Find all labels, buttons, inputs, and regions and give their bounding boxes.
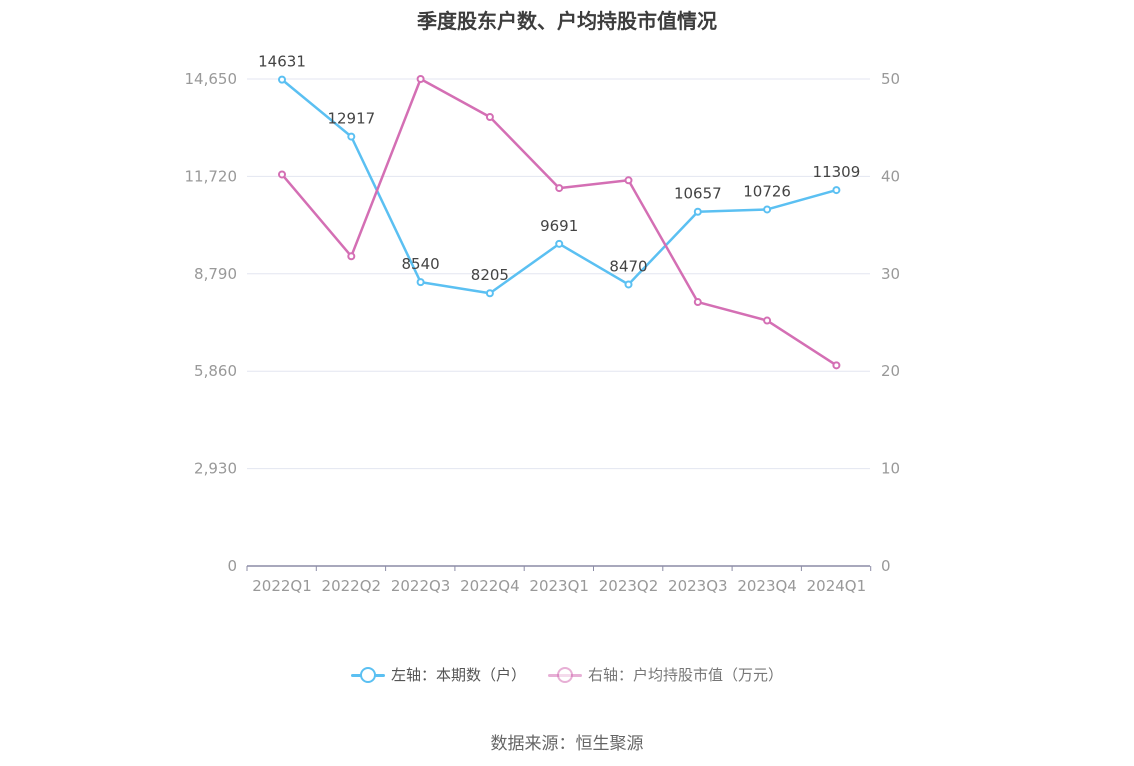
x-axis-tick-label: 2022Q3 — [391, 577, 451, 595]
data-point — [485, 289, 494, 298]
legend-item-left-series[interactable]: 左轴：本期数（户） — [350, 664, 526, 685]
legend-item-right-series[interactable]: 右轴：户均持股市值（万元） — [548, 664, 783, 685]
left-axis-tick-label: 5,860 — [194, 362, 237, 380]
left-axis-tick-label: 0 — [227, 557, 237, 575]
left-axis-tick-label: 8,790 — [194, 265, 237, 283]
legend: 左轴：本期数（户） 右轴：户均持股市值（万元） — [0, 664, 1134, 685]
axes: 0 0 2,930 10 5,860 20 8,790 30 11,720 40 14,650 50 2… — [185, 70, 901, 595]
data-point — [693, 298, 702, 307]
data-label: 14631 — [258, 53, 306, 71]
left-axis-tick-label: 11,720 — [185, 167, 238, 185]
data-point — [555, 184, 564, 193]
data-point — [832, 186, 841, 195]
series-lines — [278, 75, 841, 370]
right-axis-tick-label: 40 — [881, 167, 900, 185]
right-axis-tick-label: 20 — [881, 362, 900, 380]
legend-dot — [557, 666, 573, 683]
data-point — [347, 252, 356, 261]
grid-lines — [247, 78, 870, 470]
data-point — [347, 132, 356, 141]
right-axis-tick-label: 0 — [881, 557, 891, 575]
x-axis-tick-label: 2023Q2 — [599, 577, 659, 595]
legend-label-left: 左轴：本期数（户） — [390, 666, 526, 684]
data-label: 12917 — [327, 110, 375, 128]
data-label: 11309 — [813, 163, 861, 181]
right-axis-tick-label: 50 — [881, 70, 900, 88]
x-axis-tick-label: 2023Q3 — [668, 577, 728, 595]
data-point — [416, 278, 425, 287]
data-label: 9691 — [540, 217, 578, 235]
data-point — [624, 280, 633, 289]
legend-marker-right-icon — [548, 665, 582, 685]
data-point — [416, 75, 425, 83]
left-axis-tick-label: 2,930 — [194, 460, 237, 478]
data-label: 10726 — [743, 182, 791, 200]
data-point — [763, 316, 772, 325]
legend-marker-left-icon — [350, 665, 385, 685]
data-labels: 14631 12917 8540 8205 9691 8470 10657 10726 1130… — [258, 53, 860, 285]
legend-dot — [359, 666, 376, 683]
chart-title: 季度股东户数、户均持股市值情况 — [417, 9, 717, 33]
right-axis-tick-label: 30 — [881, 265, 900, 283]
x-axis-tick-label: 2024Q1 — [807, 577, 867, 595]
data-point — [624, 176, 633, 185]
x-axis-tick-label: 2023Q4 — [737, 577, 797, 595]
data-point — [485, 112, 494, 121]
left-axis-tick-label: 14,650 — [185, 70, 238, 88]
data-point — [763, 205, 772, 214]
legend-label-right: 右轴：户均持股市值（万元） — [588, 666, 784, 684]
data-label: 8540 — [402, 255, 440, 273]
data-point — [693, 207, 702, 216]
data-label: 8470 — [609, 257, 647, 275]
x-axis-tick-label: 2022Q1 — [252, 577, 312, 595]
right-axis-tick-label: 10 — [881, 460, 900, 478]
data-label: 10657 — [674, 185, 722, 203]
source-note: 数据来源：恒生聚源 — [490, 734, 644, 754]
data-point — [278, 170, 286, 179]
data-point — [555, 239, 564, 248]
x-axis-tick-label: 2022Q4 — [460, 577, 520, 595]
data-label: 8205 — [471, 266, 509, 284]
x-axis-tick-label: 2023Q1 — [529, 577, 589, 595]
x-axis-tick-label: 2022Q2 — [322, 577, 382, 595]
data-point — [832, 361, 841, 370]
data-point — [278, 75, 286, 84]
